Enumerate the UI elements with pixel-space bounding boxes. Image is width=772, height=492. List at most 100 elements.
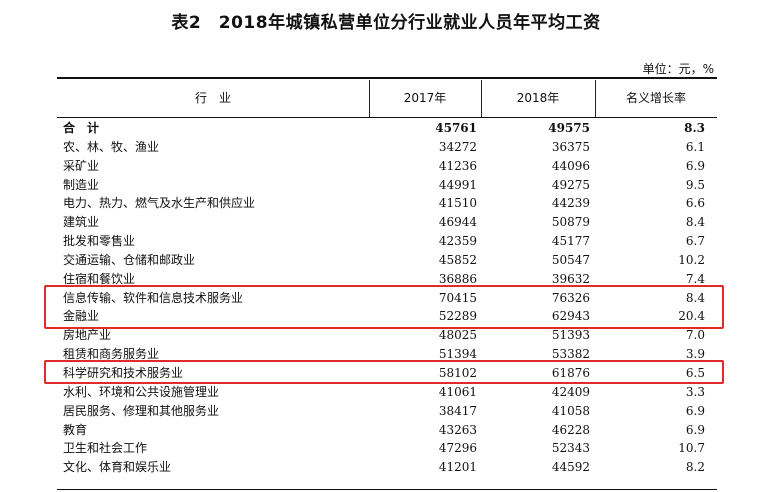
table-row: 教育 43263 46228 6.9 (57, 421, 717, 440)
table-row: 农、林、牧、渔业 34272 36375 6.1 (57, 138, 717, 157)
value-2018: 39632 (551, 271, 590, 286)
value-growth: 6.9 (685, 158, 705, 173)
value-2018: 52343 (551, 441, 590, 456)
value-growth: 20.4 (678, 309, 705, 324)
table-row: 水利、环境和公共设施管理业 41061 42409 3.3 (57, 383, 717, 402)
value-2017: 52289 (438, 309, 477, 324)
industry-name: 教育 (63, 422, 88, 437)
industry-name: 电力、热力、燃气及水生产和供应业 (63, 196, 256, 211)
industry-name: 信息传输、软件和信息技术服务业 (63, 290, 244, 305)
header-2017: 2017年 (403, 91, 447, 105)
table-row: 房地产业 48025 51393 7.0 (57, 326, 717, 345)
value-2017: 47296 (438, 441, 477, 456)
table-row-total: 合 计 45761 49575 8.3 (57, 119, 717, 138)
table-row: 交通运输、仓储和邮政业 45852 50547 10.2 (57, 251, 717, 270)
value-2017: 46944 (438, 215, 477, 230)
industry-name: 采矿业 (63, 158, 100, 173)
table-row: 卫生和社会工作 47296 52343 10.7 (57, 439, 717, 458)
header-2018: 2018年 (516, 91, 560, 105)
value-growth: 10.7 (678, 441, 705, 456)
value-2017: 44991 (438, 177, 477, 192)
table-row: 制造业 44991 49275 9.5 (57, 176, 717, 195)
header-bottom-rule (57, 117, 717, 118)
industry-name: 卫生和社会工作 (63, 441, 148, 456)
value-2017: 38417 (438, 403, 477, 418)
header-divider (595, 80, 596, 117)
table-row: 建筑业 46944 50879 8.4 (57, 213, 717, 232)
value-growth: 7.4 (685, 271, 705, 286)
table-title: 表2 2018年城镇私营单位分行业就业人员年平均工资 (171, 13, 601, 33)
value-growth: 8.3 (684, 121, 705, 135)
value-growth: 6.9 (685, 422, 705, 437)
value-2018: 36375 (551, 139, 590, 154)
value-2017: 42359 (438, 234, 477, 249)
value-2018: 50879 (551, 215, 590, 230)
table-body: 合 计 45761 49575 8.3 农、林、牧、渔业 34272 36375 6.1 采矿业… (57, 119, 717, 477)
value-2018: 44592 (551, 460, 590, 475)
industry-name: 水利、环境和公共设施管理业 (63, 384, 220, 399)
table-row: 采矿业 41236 44096 6.9 (57, 157, 717, 176)
industry-name: 居民服务、修理和其他服务业 (63, 403, 220, 418)
value-growth: 7.0 (685, 328, 705, 343)
industry-name: 交通运输、仓储和邮政业 (63, 252, 196, 267)
value-2018: 41058 (551, 403, 590, 418)
value-2017: 58102 (438, 365, 477, 380)
table-row: 电力、热力、燃气及水生产和供应业 41510 44239 6.6 (57, 194, 717, 213)
industry-name: 金融业 (63, 309, 100, 324)
industry-name: 房地产业 (63, 328, 112, 343)
value-growth: 3.9 (685, 347, 705, 362)
value-growth: 9.5 (685, 177, 705, 192)
value-2018: 76326 (551, 290, 590, 305)
industry-name: 制造业 (63, 177, 100, 192)
value-2018: 42409 (551, 384, 590, 399)
value-2017: 45852 (438, 252, 477, 267)
table-row: 居民服务、修理和其他服务业 38417 41058 6.9 (57, 402, 717, 421)
industry-name: 建筑业 (63, 215, 100, 230)
value-2017: 41201 (438, 460, 477, 475)
table-row: 住宿和餐饮业 36886 39632 7.4 (57, 270, 717, 289)
value-growth: 6.5 (685, 365, 705, 380)
value-growth: 10.2 (678, 252, 705, 267)
industry-name: 批发和零售业 (63, 234, 136, 249)
table-bottom-rule (57, 489, 717, 490)
value-growth: 8.4 (685, 215, 705, 230)
industry-name: 合 计 (63, 121, 100, 135)
value-2017: 41061 (438, 384, 477, 399)
value-growth: 3.3 (685, 384, 705, 399)
industry-name: 租赁和商务服务业 (63, 347, 160, 362)
header-divider (369, 80, 370, 117)
table-row: 租赁和商务服务业 51394 53382 3.9 (57, 345, 717, 364)
value-2018: 53382 (551, 347, 590, 362)
value-growth: 8.2 (685, 460, 705, 475)
value-growth: 6.6 (685, 196, 705, 211)
value-2018: 61876 (551, 365, 590, 380)
table-row: 文化、体育和娱乐业 41201 44592 8.2 (57, 458, 717, 477)
header-industry: 行 业 (194, 91, 231, 105)
value-2018: 49575 (548, 121, 590, 135)
value-2017: 41510 (438, 196, 477, 211)
industry-name: 文化、体育和娱乐业 (63, 460, 172, 475)
table-row: 金融业 52289 62943 20.4 (57, 307, 717, 326)
value-2017: 48025 (438, 328, 477, 343)
value-2017: 34272 (438, 139, 477, 154)
highlight-box-it-finance (44, 285, 724, 329)
table-row: 科学研究和技术服务业 58102 61876 6.5 (57, 364, 717, 383)
header-divider (481, 80, 482, 117)
value-2018: 50547 (551, 252, 590, 267)
table-row: 信息传输、软件和信息技术服务业 70415 76326 8.4 (57, 289, 717, 308)
value-2018: 49275 (551, 177, 590, 192)
value-2018: 45177 (551, 234, 590, 249)
table-header: 行 业 2017年 2018年 名义增长率 (57, 80, 717, 117)
value-2017: 70415 (438, 290, 477, 305)
value-2017: 36886 (438, 271, 477, 286)
industry-name: 住宿和餐饮业 (63, 271, 136, 286)
value-2018: 51393 (551, 328, 590, 343)
value-growth: 8.4 (685, 290, 705, 305)
value-growth: 6.7 (685, 234, 705, 249)
unit-note: 单位：元，% (642, 62, 714, 76)
value-growth: 6.9 (685, 403, 705, 418)
value-2018: 46228 (551, 422, 590, 437)
value-2018: 44239 (551, 196, 590, 211)
value-2017: 51394 (438, 347, 477, 362)
table-row: 批发和零售业 42359 45177 6.7 (57, 232, 717, 251)
